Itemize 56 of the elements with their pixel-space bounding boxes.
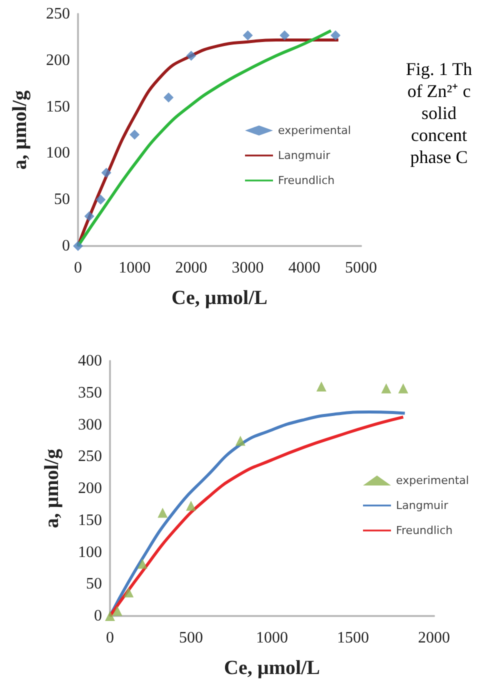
y-tick-label: 250 xyxy=(78,448,102,466)
legend-label: Langmuir xyxy=(278,149,331,162)
x-tick-label: 1000 xyxy=(256,630,288,646)
point xyxy=(398,383,408,394)
x-axis-title: Ce, µmol/L xyxy=(224,657,320,679)
point xyxy=(164,92,174,103)
legend-label: experimental xyxy=(278,124,351,137)
y-tick-label: 50 xyxy=(86,576,102,593)
point xyxy=(158,508,168,518)
legend-label: Freundlich xyxy=(278,174,335,187)
point xyxy=(280,30,290,40)
point xyxy=(381,383,392,394)
point xyxy=(186,500,196,511)
y-tick-label: 100 xyxy=(78,544,102,561)
legend-label: Langmuir xyxy=(396,499,449,512)
y-axis-title: a, µmol/g xyxy=(41,448,63,528)
y-tick-label: 0 xyxy=(62,238,70,254)
x-tick-label: 500 xyxy=(179,630,203,646)
point xyxy=(101,168,112,178)
point xyxy=(330,30,341,40)
x-tick-label: 2000 xyxy=(418,630,450,646)
point xyxy=(73,241,83,251)
point xyxy=(130,130,140,140)
x-tick-label: 4000 xyxy=(288,260,320,276)
x-tick-label: 2000 xyxy=(175,260,208,276)
y-tick-label: 200 xyxy=(46,52,70,69)
x-tick-label: 1000 xyxy=(118,260,151,276)
x-axis-title: Ce, µmol/L xyxy=(172,287,268,309)
x-tick-label: 5000 xyxy=(345,260,377,276)
y-axis-title: a, µmol/g xyxy=(9,90,31,170)
point xyxy=(137,558,148,569)
x-tick-label: 3000 xyxy=(232,260,264,276)
y-tick-label: 150 xyxy=(46,98,70,116)
point xyxy=(96,194,106,205)
y-tick-label: 300 xyxy=(78,416,102,434)
y-tick-label: 150 xyxy=(78,512,102,529)
point xyxy=(186,50,196,61)
x-tick-label: 1500 xyxy=(337,630,369,646)
point xyxy=(124,587,134,598)
y-tick-label: 250 xyxy=(46,6,70,22)
y-tick-label: 50 xyxy=(54,191,70,208)
point xyxy=(316,382,326,392)
point xyxy=(84,211,94,222)
legend-label: Freundlich xyxy=(396,524,453,537)
point xyxy=(112,606,122,616)
y-tick-label: 200 xyxy=(78,480,102,497)
legend-label: experimental xyxy=(396,474,469,487)
caption: Fig. 1 Th of Zn²⁺ c solid concent phase C xyxy=(404,58,474,168)
point xyxy=(105,611,115,621)
point xyxy=(235,436,246,446)
y-tick-label: 0 xyxy=(94,608,102,624)
y-tick-label: 400 xyxy=(78,352,102,370)
point xyxy=(242,30,253,40)
y-tick-label: 100 xyxy=(46,144,70,162)
y-tick-label: 350 xyxy=(78,384,102,402)
x-tick-label: 0 xyxy=(106,630,114,646)
